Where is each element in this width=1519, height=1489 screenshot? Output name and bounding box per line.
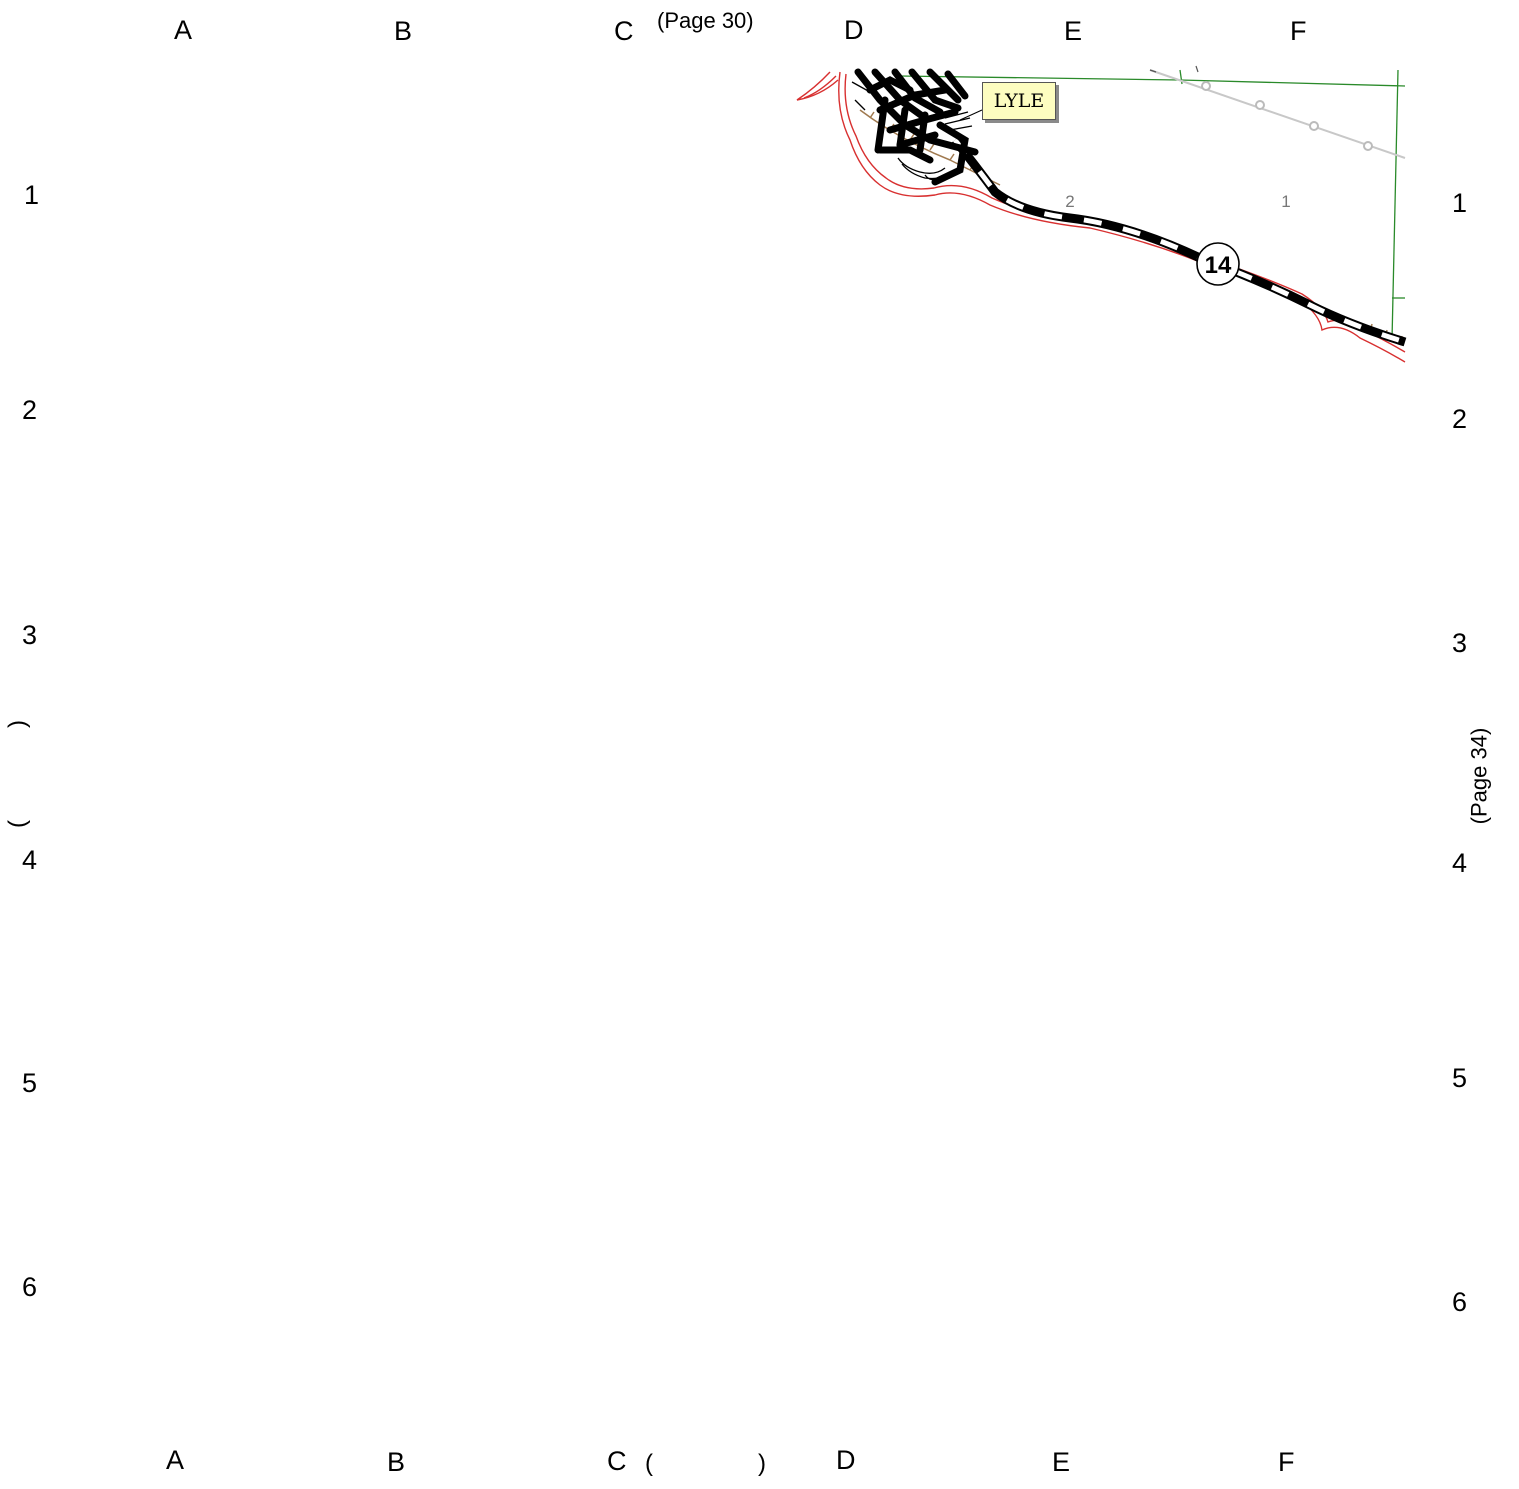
grid-col-top-e: E — [1064, 16, 1083, 46]
grid-row-right-2: 2 — [1452, 404, 1468, 434]
grid-row-left-1: 1 — [24, 180, 40, 210]
adjacent-page-left-open: ( — [4, 820, 31, 828]
adjacent-page-bottom-open: ( — [645, 1450, 653, 1477]
town-minor-streets — [851, 81, 973, 181]
highway-14 — [951, 137, 1407, 347]
town-label-leader — [959, 109, 983, 121]
map-edge-marks — [1149, 65, 1199, 73]
section-label-2: 2 — [1065, 192, 1074, 211]
grid-col-bottom-d: D — [836, 1445, 856, 1475]
grid-row-left-6: 6 — [22, 1272, 38, 1302]
grid-col-top-b: B — [394, 16, 413, 46]
grid-row-right-6: 6 — [1452, 1287, 1468, 1317]
grid-col-bottom-f: F — [1278, 1447, 1295, 1477]
grid-col-top-d: D — [844, 15, 864, 45]
route-shield-number: 14 — [1205, 252, 1232, 279]
grid-col-top-f: F — [1290, 16, 1307, 46]
grid-col-bottom-c: C — [607, 1446, 627, 1476]
grid-row-right-3: 3 — [1452, 628, 1468, 658]
section-lines — [899, 69, 1406, 341]
grid-row-left-4: 4 — [22, 845, 38, 875]
grid-col-top-c: C — [614, 16, 634, 46]
grid-col-top-a: A — [174, 15, 193, 45]
grid-row-right-1: 1 — [1452, 188, 1468, 218]
adjacent-page-left-close: ) — [4, 720, 31, 728]
grid-row-right-4: 4 — [1452, 848, 1468, 878]
power-line — [1149, 69, 1406, 159]
grid-row-left-3: 3 — [22, 620, 38, 650]
adjacent-page-top[interactable]: (Page 30) — [657, 8, 754, 33]
grid-row-left-5: 5 — [22, 1068, 38, 1098]
grid-col-bottom-b: B — [387, 1447, 406, 1477]
section-label-1: 1 — [1281, 192, 1290, 211]
grid-col-bottom-e: E — [1052, 1447, 1071, 1477]
river-boundary — [796, 71, 1406, 363]
grid-row-left-2: 2 — [22, 395, 38, 425]
route-shield-14: 14 — [1196, 242, 1240, 286]
grid-col-bottom-a: A — [166, 1445, 185, 1475]
town-streets — [854, 68, 979, 186]
adjacent-page-right[interactable]: (Page 34) — [1466, 727, 1492, 825]
grid-row-right-5: 5 — [1452, 1063, 1468, 1093]
adjacent-page-bottom-close: ) — [758, 1450, 766, 1477]
town-label: LYLE — [982, 82, 1056, 120]
